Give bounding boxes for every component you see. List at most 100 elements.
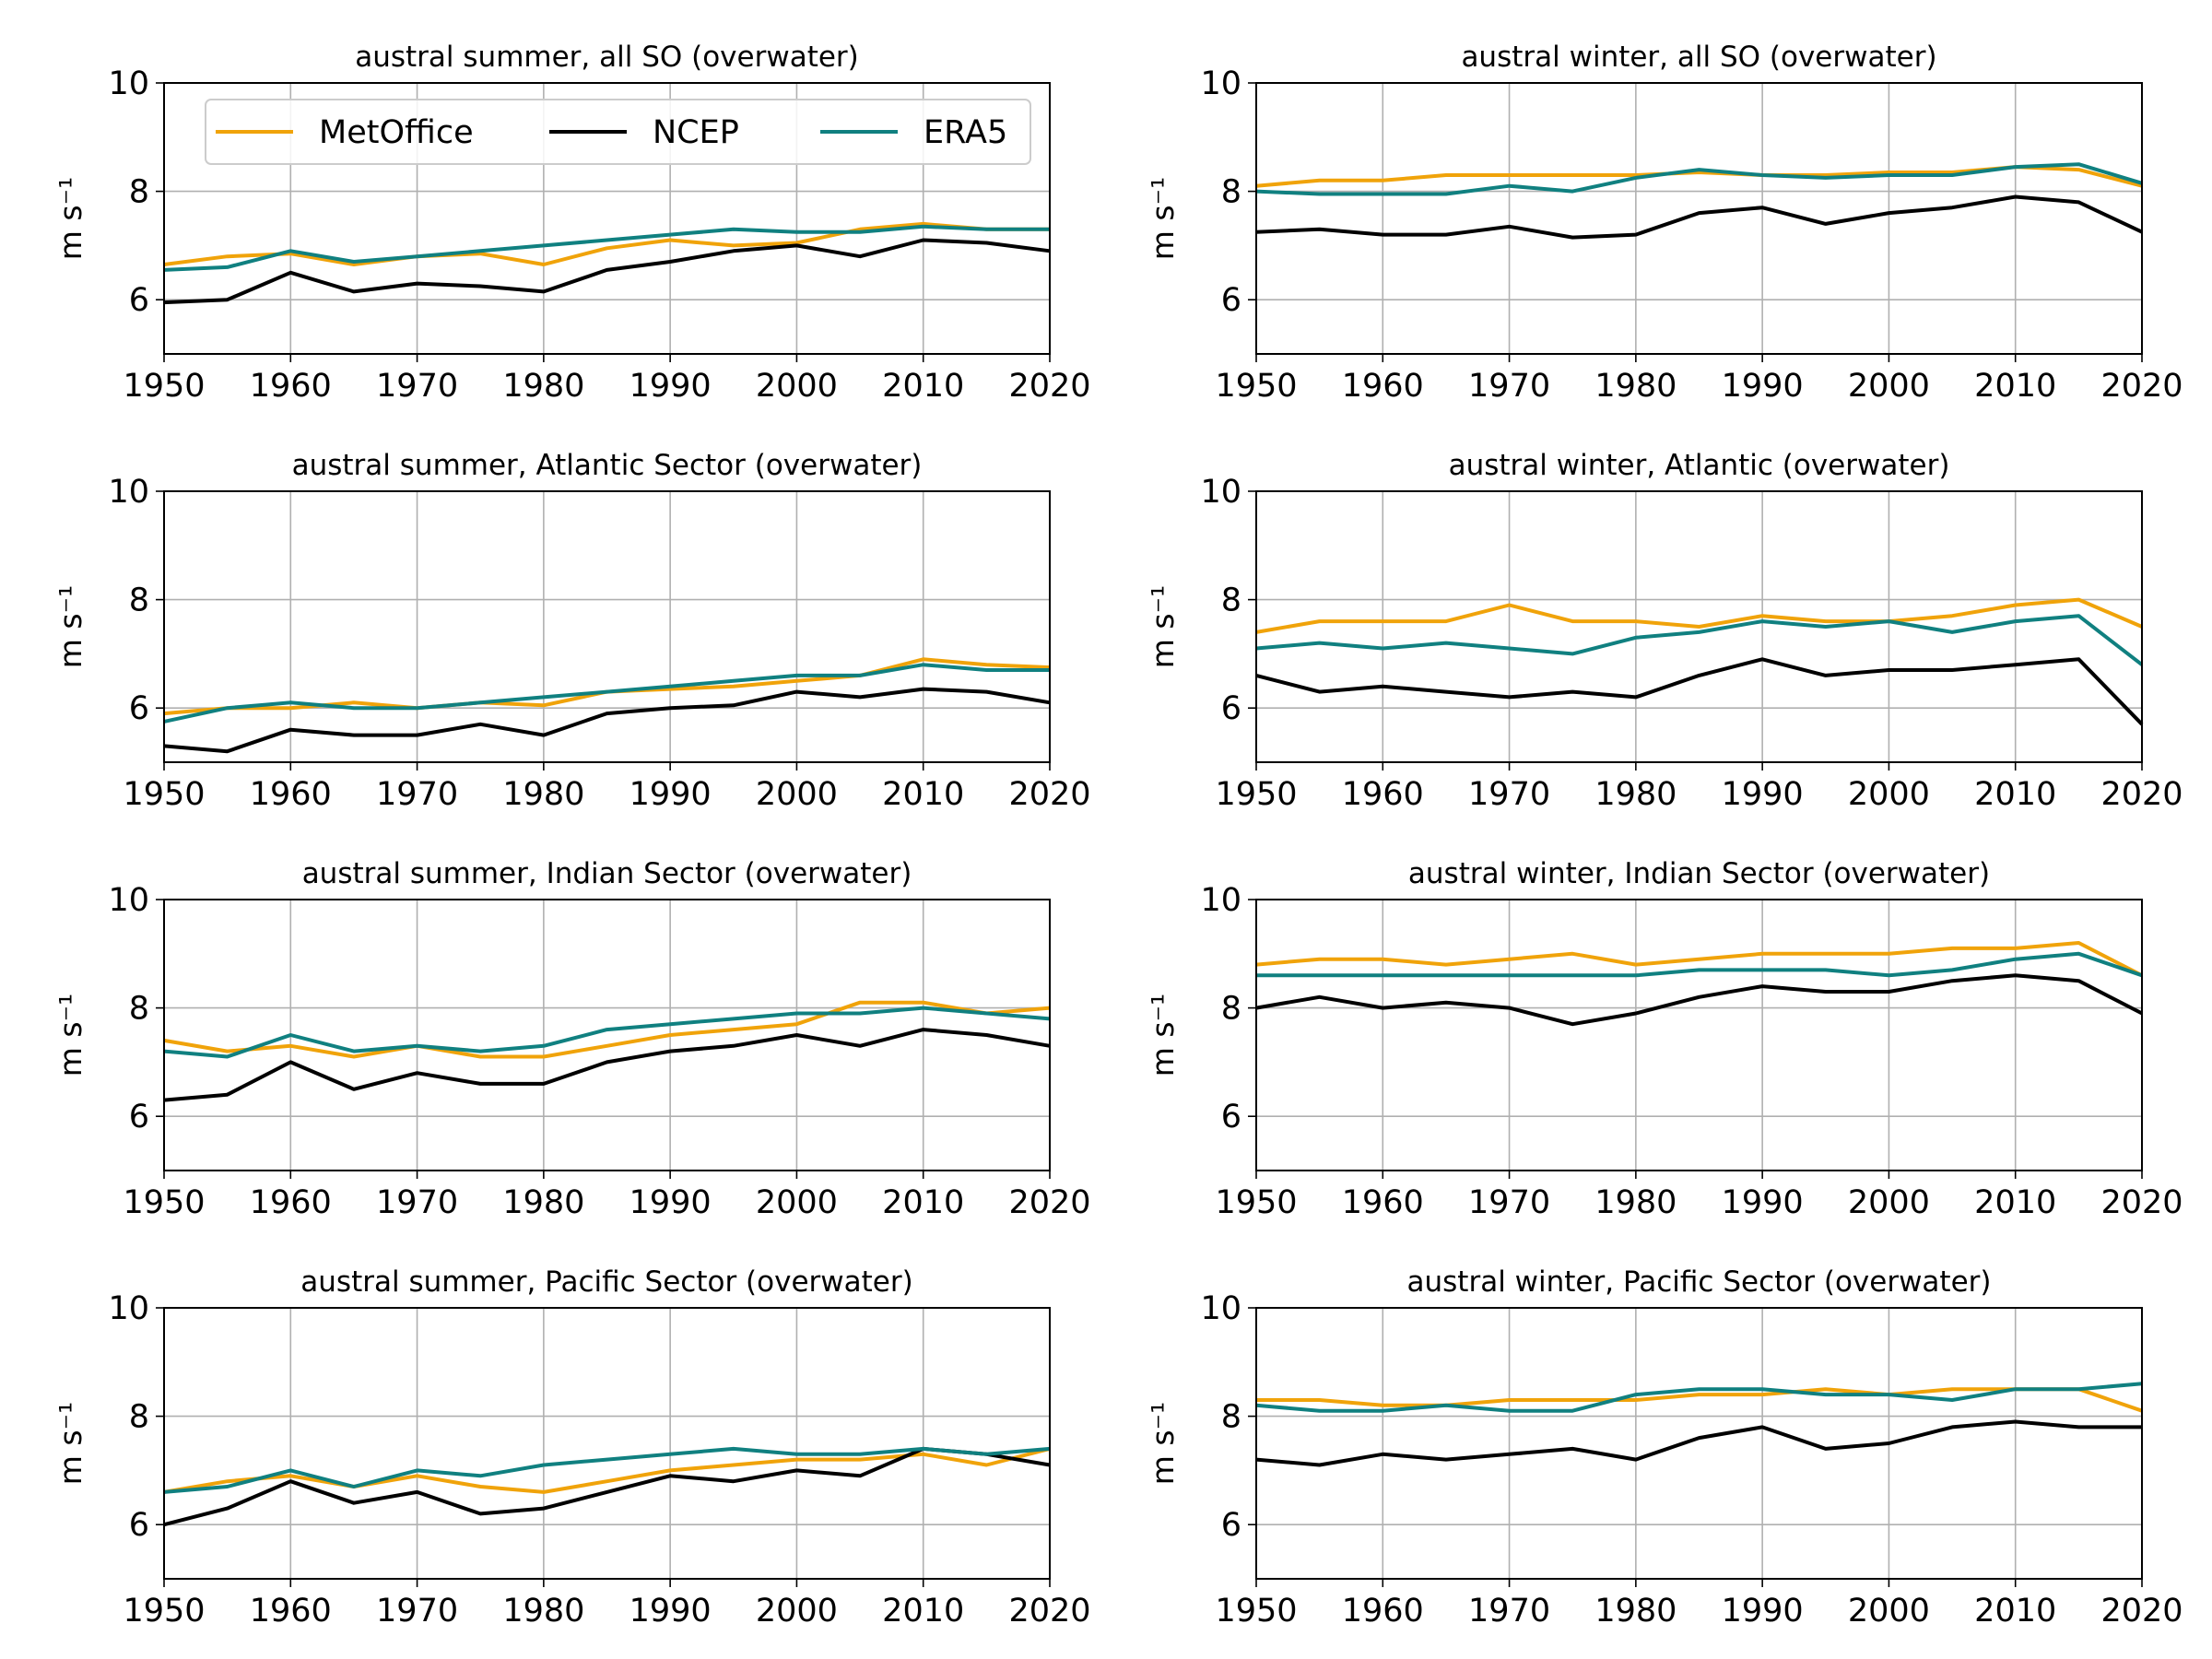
x-tick-label: 1960 bbox=[1342, 1593, 1424, 1630]
series-line-era5 bbox=[163, 224, 1050, 272]
x-tick-label: 2020 bbox=[2100, 1593, 2183, 1630]
series-line-ncep bbox=[1255, 1419, 2142, 1467]
x-tick-label: 1950 bbox=[1215, 776, 1297, 813]
panel-4: 1950 1960 1970 1980 1990 2000 2010 2020 6 8 10 aust… bbox=[1145, 449, 2183, 813]
x-tick-label: 2010 bbox=[882, 368, 964, 405]
series-line-era5 bbox=[163, 663, 1050, 724]
x-tick-label: 1970 bbox=[1468, 1184, 1550, 1221]
series-line-ncep bbox=[1255, 194, 2143, 240]
x-tick-label: 2020 bbox=[1008, 1184, 1090, 1221]
x-tick-label: 1980 bbox=[1594, 368, 1677, 405]
x-tick-label: 1970 bbox=[376, 776, 458, 813]
x-tick-label: 1950 bbox=[1215, 368, 1297, 405]
y-tick-label: 8 bbox=[1221, 582, 1241, 619]
panel-title: austral summer, Pacific Sector (overwate… bbox=[300, 1265, 912, 1299]
y-tick-label: 8 bbox=[129, 991, 149, 1028]
x-tick-label: 2020 bbox=[1008, 368, 1090, 405]
y-axis-label: m s⁻¹ bbox=[53, 994, 88, 1077]
x-tick-label: 2000 bbox=[756, 1593, 838, 1630]
legend-label-ncep: NCEP bbox=[653, 114, 739, 151]
panel-7: 1950 1960 1970 1980 1990 2000 2010 2020 6 8 10 aust… bbox=[53, 1265, 1091, 1630]
series-line-ncep bbox=[1255, 973, 2143, 1027]
x-tick-label: 2020 bbox=[1008, 776, 1090, 813]
x-tick-label: 1980 bbox=[502, 776, 584, 813]
panel-5: 1950 1960 1970 1980 1990 2000 2010 2020 6 8 10 aust… bbox=[53, 857, 1091, 1221]
legend-label-era5: ERA5 bbox=[924, 114, 1007, 151]
x-tick-label: 1970 bbox=[1468, 776, 1550, 813]
y-tick-label: 8 bbox=[129, 582, 149, 619]
series-line-era5 bbox=[163, 1446, 1051, 1494]
plot-frame bbox=[163, 82, 1051, 355]
panel-title: austral winter, Pacific Sector (overwate… bbox=[1407, 1265, 1992, 1299]
x-tick-label: 1950 bbox=[123, 1593, 205, 1630]
plot-frame bbox=[163, 899, 1051, 1171]
x-tick-label: 1970 bbox=[1468, 1593, 1550, 1630]
x-tick-label: 1980 bbox=[1594, 776, 1677, 813]
plot-frame bbox=[1255, 1307, 2143, 1580]
series-line-metoffice bbox=[163, 221, 1050, 266]
x-tick-label: 1960 bbox=[250, 368, 332, 405]
y-tick-label: 6 bbox=[1221, 1099, 1241, 1135]
y-tick-label: 10 bbox=[1200, 474, 1241, 511]
x-tick-label: 2010 bbox=[1974, 1184, 2056, 1221]
x-tick-label: 2010 bbox=[882, 776, 964, 813]
y-tick-label: 10 bbox=[1200, 1290, 1241, 1327]
x-tick-label: 1970 bbox=[376, 1184, 458, 1221]
y-axis-label: m s⁻¹ bbox=[1145, 1402, 1181, 1485]
y-tick-label: 10 bbox=[108, 65, 149, 102]
panel-title: austral summer, all SO (overwater) bbox=[355, 41, 859, 74]
panel-title: austral winter, Atlantic (overwater) bbox=[1449, 449, 1950, 482]
x-tick-label: 2010 bbox=[1974, 368, 2056, 405]
y-tick-label: 8 bbox=[129, 174, 149, 211]
y-tick-label: 10 bbox=[1200, 882, 1241, 919]
x-tick-label: 2020 bbox=[1008, 1593, 1090, 1630]
x-tick-label: 1990 bbox=[1722, 776, 1804, 813]
x-tick-label: 1960 bbox=[1342, 368, 1424, 405]
x-tick-label: 2000 bbox=[1848, 1184, 1930, 1221]
x-tick-label: 2010 bbox=[1974, 1593, 2056, 1630]
panel-1: 1950 1960 1970 1980 1990 2000 2010 2020 6 8 10 aust… bbox=[53, 41, 1091, 405]
x-tick-label: 1950 bbox=[1215, 1184, 1297, 1221]
panel-2: 1950 1960 1970 1980 1990 2000 2010 2020 6 8 10 aust… bbox=[1145, 41, 2183, 405]
panel-title: austral summer, Indian Sector (overwater… bbox=[302, 857, 912, 890]
y-axis-label: m s⁻¹ bbox=[53, 585, 88, 668]
panel-title: austral summer, Atlantic Sector (overwat… bbox=[292, 449, 923, 482]
y-tick-label: 10 bbox=[108, 474, 149, 511]
x-tick-label: 1960 bbox=[250, 1184, 332, 1221]
x-tick-label: 1960 bbox=[250, 776, 332, 813]
x-tick-label: 1990 bbox=[629, 776, 712, 813]
y-tick-label: 8 bbox=[1221, 1399, 1241, 1436]
x-tick-label: 1980 bbox=[502, 368, 584, 405]
y-axis-label: m s⁻¹ bbox=[53, 177, 88, 260]
x-tick-label: 1950 bbox=[123, 776, 205, 813]
x-tick-label: 2000 bbox=[756, 1184, 838, 1221]
plot-frame bbox=[163, 1307, 1051, 1580]
y-axis-label: m s⁻¹ bbox=[1145, 177, 1181, 260]
y-tick-label: 6 bbox=[1221, 1507, 1241, 1544]
y-tick-label: 10 bbox=[108, 1290, 149, 1327]
x-tick-label: 1970 bbox=[376, 368, 458, 405]
x-tick-label: 1990 bbox=[1722, 368, 1804, 405]
y-tick-label: 8 bbox=[1221, 174, 1241, 211]
plot-frame bbox=[1255, 82, 2143, 355]
plot-frame bbox=[163, 490, 1051, 763]
panels: 1950 1960 1970 1980 1990 2000 2010 2020 6 8 10 aust… bbox=[53, 41, 2183, 1630]
series-line-era5 bbox=[1255, 1382, 2143, 1413]
y-tick-label: 6 bbox=[1221, 282, 1241, 319]
x-tick-label: 1950 bbox=[123, 1184, 205, 1221]
x-tick-label: 1980 bbox=[502, 1184, 584, 1221]
y-tick-label: 6 bbox=[129, 282, 149, 319]
series-line-era5 bbox=[1256, 951, 2143, 978]
series-line-ncep bbox=[1255, 657, 2144, 726]
x-tick-label: 1990 bbox=[1722, 1184, 1804, 1221]
x-tick-label: 2020 bbox=[2100, 776, 2183, 813]
x-tick-label: 2000 bbox=[756, 776, 838, 813]
y-tick-label: 8 bbox=[1221, 991, 1241, 1028]
x-tick-label: 2000 bbox=[1848, 1593, 1930, 1630]
x-tick-label: 1990 bbox=[629, 368, 712, 405]
x-tick-label: 1960 bbox=[250, 1593, 332, 1630]
y-tick-label: 6 bbox=[129, 1507, 149, 1544]
legend-label-metoffice: MetOffice bbox=[319, 114, 474, 151]
series-line-metoffice bbox=[1255, 597, 2143, 634]
series-line-metoffice bbox=[163, 1000, 1051, 1059]
